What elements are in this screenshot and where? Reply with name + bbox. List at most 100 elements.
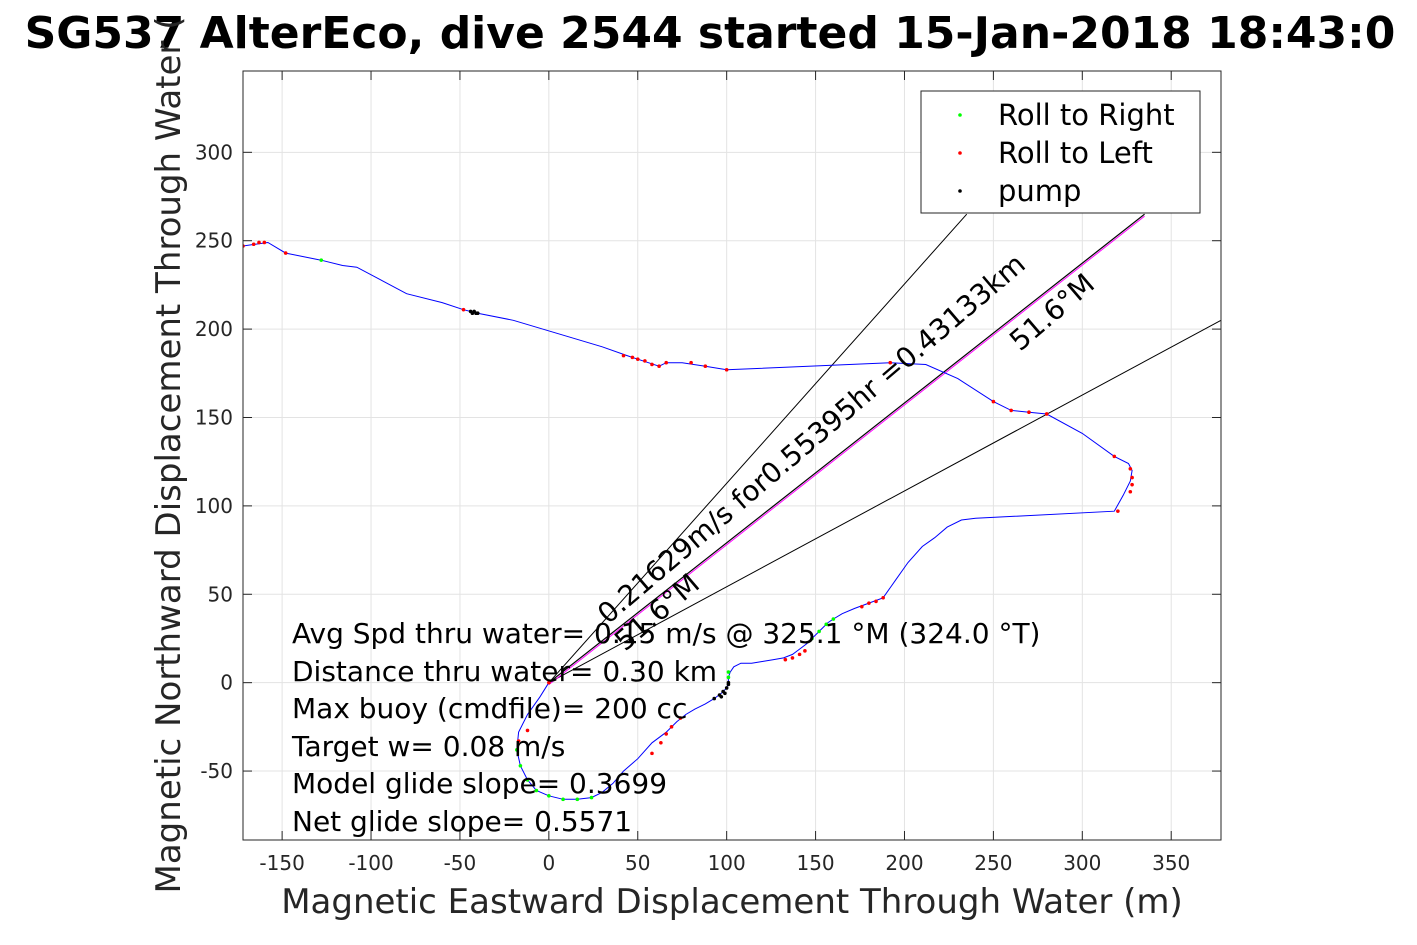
- roll-right-point: [515, 748, 519, 752]
- roll-left-point: [516, 739, 521, 743]
- roll-left-point: [650, 362, 654, 367]
- pump-point: [712, 696, 717, 701]
- roll-left-point: [635, 357, 640, 361]
- roll-left-point: [1044, 412, 1049, 416]
- legend-label-roll-right: Roll to Right: [998, 98, 1175, 132]
- roll-left-point: [461, 307, 466, 312]
- y-tick-label: 100: [195, 494, 233, 518]
- grid-lines: [243, 71, 1221, 840]
- annotation-target-w: Target w= 0.08 m/s: [291, 730, 565, 763]
- roll-right-point: [518, 763, 523, 768]
- dive-summary-annotations: Avg Spd thru water= 0.15 m/s @ 325.1 °M …: [291, 617, 1040, 838]
- roll-left-point: [657, 364, 661, 369]
- roll-left-point: [1130, 475, 1134, 480]
- heading-line-magenta: [548, 215, 1145, 686]
- x-tick-label: 250: [974, 851, 1012, 875]
- roll-left-point: [860, 604, 864, 609]
- roll-left-point: [1130, 482, 1134, 487]
- y-tick-label: 250: [195, 229, 233, 253]
- heading-cone-line: [548, 319, 1221, 684]
- roll-right-point: [547, 794, 551, 798]
- roll-left-point: [643, 359, 647, 363]
- pump-point: [723, 691, 727, 696]
- roll-left-point: [874, 599, 878, 604]
- x-tick-label: 200: [885, 851, 923, 875]
- roll-left-point: [724, 367, 729, 372]
- heading-line: [548, 213, 1145, 686]
- legend-label-pump: pump: [998, 174, 1081, 208]
- roll-left-point: [1112, 454, 1117, 459]
- axis-ticks: -150 -100 -50 0 50 100 150 200 250 300 350 -50 0 50 10…: [195, 71, 1221, 875]
- roll-left-point: [659, 740, 663, 745]
- pump-point: [726, 680, 731, 685]
- roll-right-point: [589, 795, 594, 800]
- roll-right-point: [817, 629, 821, 634]
- heading-cone-line: [548, 213, 968, 683]
- roll-left-point: [251, 242, 256, 247]
- x-tick-label: -150: [259, 851, 304, 875]
- pump-point: [724, 686, 729, 690]
- roll-left-point: [783, 657, 788, 662]
- legend-box: [920, 90, 1201, 214]
- roll-left-point: [664, 732, 669, 736]
- x-tick-label: 100: [708, 851, 746, 875]
- roll-left-point: [1128, 489, 1133, 494]
- roll-right-point: [525, 778, 530, 782]
- roll-left-point: [1128, 466, 1133, 471]
- roll-left-point: [1027, 410, 1031, 414]
- roll-left-point: [630, 355, 635, 360]
- x-tick-label: -100: [348, 851, 393, 875]
- roll-left-point: [525, 728, 530, 733]
- roll-left-point: [867, 601, 871, 605]
- x-tick-label: 350: [1152, 851, 1190, 875]
- roll-left-point: [547, 680, 551, 685]
- y-tick-label: 300: [195, 140, 233, 164]
- legend-marker-roll-left: [958, 151, 962, 155]
- roll-left-point: [888, 360, 893, 365]
- roll-left-point: [881, 596, 885, 600]
- legend-marker-roll-right: [958, 113, 962, 117]
- annotation-avg-speed: Avg Spd thru water= 0.15 m/s @ 325.1 °M …: [292, 617, 1040, 650]
- x-tick-label: 300: [1063, 851, 1101, 875]
- roll-left-point: [703, 364, 708, 369]
- roll-left-point: [790, 656, 795, 660]
- roll-left-point: [669, 725, 674, 729]
- y-tick-label: 0: [220, 671, 233, 695]
- y-tick-label: 150: [195, 405, 233, 429]
- roll-left-point: [664, 360, 669, 365]
- pump-point: [719, 695, 724, 699]
- roll-left-point: [1009, 408, 1013, 413]
- x-axis-label: Magnetic Eastward Displacement Through W…: [281, 882, 1183, 922]
- y-tick-label: 200: [195, 317, 233, 341]
- heading-line-black: [548, 213, 1145, 684]
- annotation-distance: Distance thru water= 0.30 km: [292, 655, 717, 688]
- legend: Roll to Right Roll to Left pump: [920, 90, 1201, 214]
- chart-title: SG537 AlterEco, dive 2544 started 15-Jan…: [25, 8, 1396, 59]
- legend-label-roll-left: Roll to Left: [998, 136, 1153, 170]
- x-tick-label: -50: [444, 851, 477, 875]
- pump-point: [474, 311, 478, 315]
- cone-lines: [548, 213, 1221, 684]
- y-axis-label: Magnetic Northward Displacement Through …: [149, 17, 189, 894]
- points-layer: [243, 240, 1134, 802]
- roll-left-point: [650, 751, 654, 756]
- roll-right-point: [575, 797, 580, 802]
- roll-right-point: [831, 617, 836, 621]
- roll-right-point: [810, 636, 814, 641]
- roll-left-point: [991, 399, 996, 404]
- roll-right-point: [534, 788, 539, 793]
- annotation-max-buoy: Max buoy (cmdfile)= 200 cc: [292, 692, 687, 725]
- roll-right-point: [561, 797, 565, 802]
- roll-right-point: [319, 258, 324, 262]
- roll-right-point: [726, 670, 731, 674]
- annotation-net-glide-slope: Net glide slope= 0.5571: [292, 805, 632, 838]
- plot-frame: [242, 70, 1222, 841]
- roll-left-point: [621, 353, 626, 358]
- y-tick-label: 50: [208, 582, 233, 606]
- roll-left-point: [689, 360, 693, 365]
- roll-left-point: [257, 240, 261, 245]
- roll-left-point: [803, 649, 807, 653]
- legend-marker-pump: [958, 189, 962, 193]
- roll-right-point: [824, 622, 829, 627]
